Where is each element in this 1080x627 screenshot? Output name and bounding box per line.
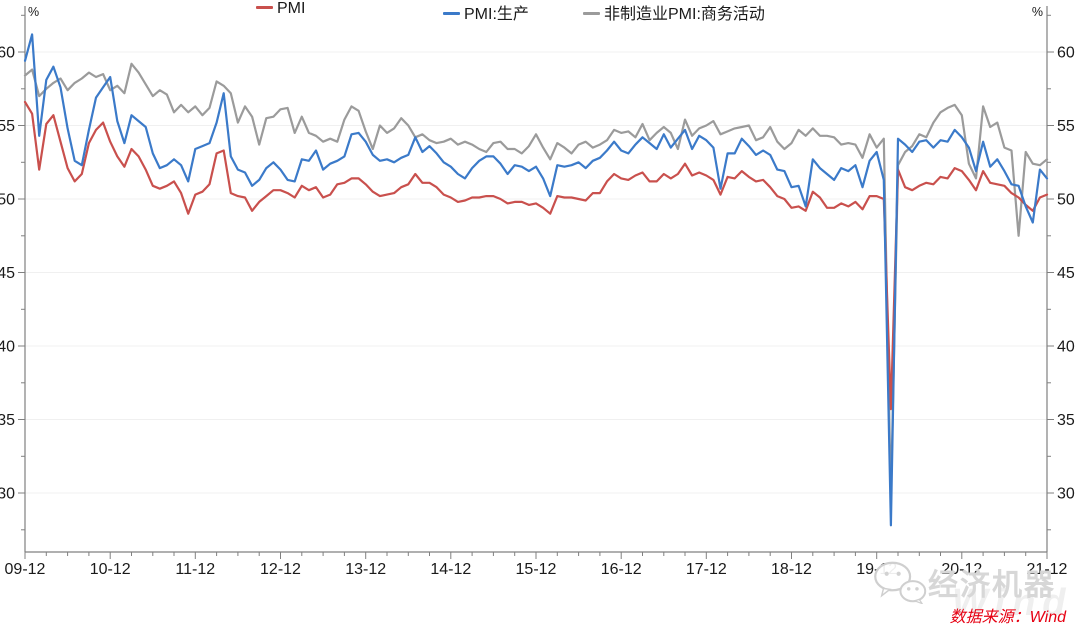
legend-label-pmi: PMI bbox=[277, 0, 306, 17]
svg-text:17-12: 17-12 bbox=[686, 561, 727, 578]
legend-swatch-nonmfg-pmi bbox=[583, 12, 600, 15]
legend-label-pmi-production: PMI:生产 bbox=[464, 6, 529, 23]
data-source-label: 数据来源：Wind bbox=[949, 609, 1066, 626]
svg-text:%: % bbox=[28, 5, 39, 19]
svg-text:55: 55 bbox=[0, 118, 15, 135]
legend-item-nonmfg-pmi: 非制造业PMI:商务活动 bbox=[583, 0, 765, 24]
svg-text:14-12: 14-12 bbox=[430, 561, 471, 578]
svg-text:16-12: 16-12 bbox=[601, 561, 642, 578]
svg-text:60: 60 bbox=[1057, 45, 1075, 62]
svg-text:50: 50 bbox=[0, 192, 15, 209]
wind-watermark: Wind bbox=[952, 582, 1073, 624]
svg-text:%: % bbox=[1032, 5, 1043, 19]
svg-text:60: 60 bbox=[0, 45, 15, 62]
legend-swatch-pmi bbox=[256, 6, 273, 9]
svg-text:30: 30 bbox=[1057, 486, 1075, 503]
chart-legend: PMI PMI:生产 非制造业PMI:商务活动 bbox=[0, 0, 1080, 23]
svg-text:13-12: 13-12 bbox=[345, 561, 386, 578]
svg-text:18-12: 18-12 bbox=[771, 561, 812, 578]
svg-text:20-12: 20-12 bbox=[941, 561, 982, 578]
svg-text:50: 50 bbox=[1057, 192, 1075, 209]
svg-text:55: 55 bbox=[1057, 118, 1075, 135]
legend-item-pmi-production: PMI:生产 bbox=[443, 0, 529, 24]
legend-swatch-pmi-production bbox=[443, 12, 460, 15]
svg-text:21-12: 21-12 bbox=[1027, 561, 1068, 578]
watermark: 经济机器 bbox=[872, 560, 1056, 604]
svg-text:40: 40 bbox=[0, 339, 15, 356]
watermark-text: 经济机器 bbox=[928, 569, 1056, 602]
wechat-icon bbox=[874, 561, 927, 604]
svg-text:30: 30 bbox=[0, 486, 15, 503]
svg-text:15-12: 15-12 bbox=[516, 561, 557, 578]
svg-text:40: 40 bbox=[1057, 339, 1075, 356]
svg-text:45: 45 bbox=[0, 265, 15, 282]
svg-text:45: 45 bbox=[1057, 265, 1075, 282]
svg-text:09-12: 09-12 bbox=[5, 561, 46, 578]
legend-label-nonmfg-pmi: 非制造业PMI:商务活动 bbox=[604, 6, 765, 23]
svg-text:35: 35 bbox=[1057, 412, 1075, 429]
svg-text:12-12: 12-12 bbox=[260, 561, 301, 578]
legend-item-pmi: PMI bbox=[256, 0, 305, 18]
svg-text:10-12: 10-12 bbox=[90, 561, 131, 578]
svg-text:35: 35 bbox=[0, 412, 15, 429]
svg-text:11-12: 11-12 bbox=[175, 561, 215, 578]
